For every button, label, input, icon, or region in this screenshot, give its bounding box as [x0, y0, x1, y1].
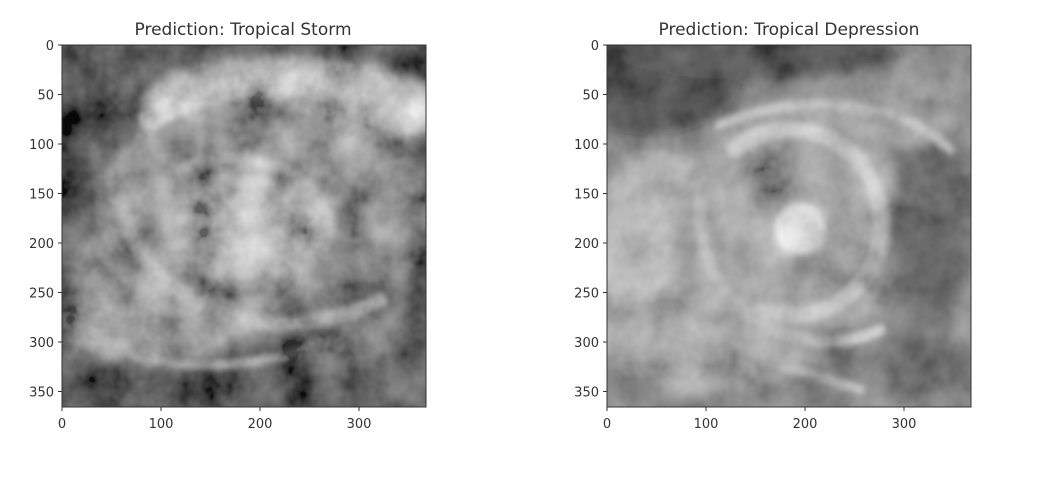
panel-1-ytick-100: 100 [29, 138, 54, 153]
panel-2-ytick-250: 250 [574, 287, 599, 302]
panel-1-xtick-0: 0 [58, 417, 66, 432]
panel-1-ytick-200: 200 [29, 237, 54, 252]
panel-1-x-axis: 0 100 200 300 [58, 407, 372, 432]
satellite-image-1 [62, 45, 426, 407]
panel-1: Prediction: Tropical Storm [29, 20, 427, 432]
panel-2-x-axis: 0 100 200 300 [603, 407, 917, 432]
panel-2-xtick-100: 100 [694, 417, 719, 432]
panel-2: Prediction: Tropical Depression [574, 20, 972, 432]
panel-1-title: Prediction: Tropical Storm [135, 20, 352, 40]
panel-2-xtick-0: 0 [603, 417, 611, 432]
panel-2-ytick-50: 50 [582, 89, 599, 104]
panel-2-ytick-150: 150 [574, 188, 599, 203]
panel-2-y-axis: 0 50 100 150 200 250 300 350 [574, 39, 607, 401]
panel-1-ytick-0: 0 [46, 39, 54, 54]
panel-1-xtick-100: 100 [149, 417, 174, 432]
panel-2-xtick-300: 300 [892, 417, 917, 432]
panel-2-title: Prediction: Tropical Depression [659, 20, 920, 40]
panel-1-y-axis: 0 50 100 150 200 250 300 350 [29, 39, 62, 401]
satellite-image-2 [607, 45, 971, 407]
panel-2-frame [606, 44, 972, 408]
panel-2-ytick-200: 200 [574, 237, 599, 252]
panel-1-ytick-250: 250 [29, 287, 54, 302]
panel-2-ytick-100: 100 [574, 138, 599, 153]
panel-1-ytick-350: 350 [29, 386, 54, 401]
panel-2-ytick-300: 300 [574, 336, 599, 351]
panel-1-ytick-300: 300 [29, 336, 54, 351]
panel-1-xtick-200: 200 [248, 417, 273, 432]
panel-2-ytick-350: 350 [574, 386, 599, 401]
panel-2-xtick-200: 200 [793, 417, 818, 432]
panel-1-ytick-150: 150 [29, 188, 54, 203]
panel-1-xtick-300: 300 [347, 417, 372, 432]
panel-1-frame [61, 44, 427, 408]
panel-2-ytick-0: 0 [591, 39, 599, 54]
panel-1-ytick-50: 50 [37, 89, 54, 104]
